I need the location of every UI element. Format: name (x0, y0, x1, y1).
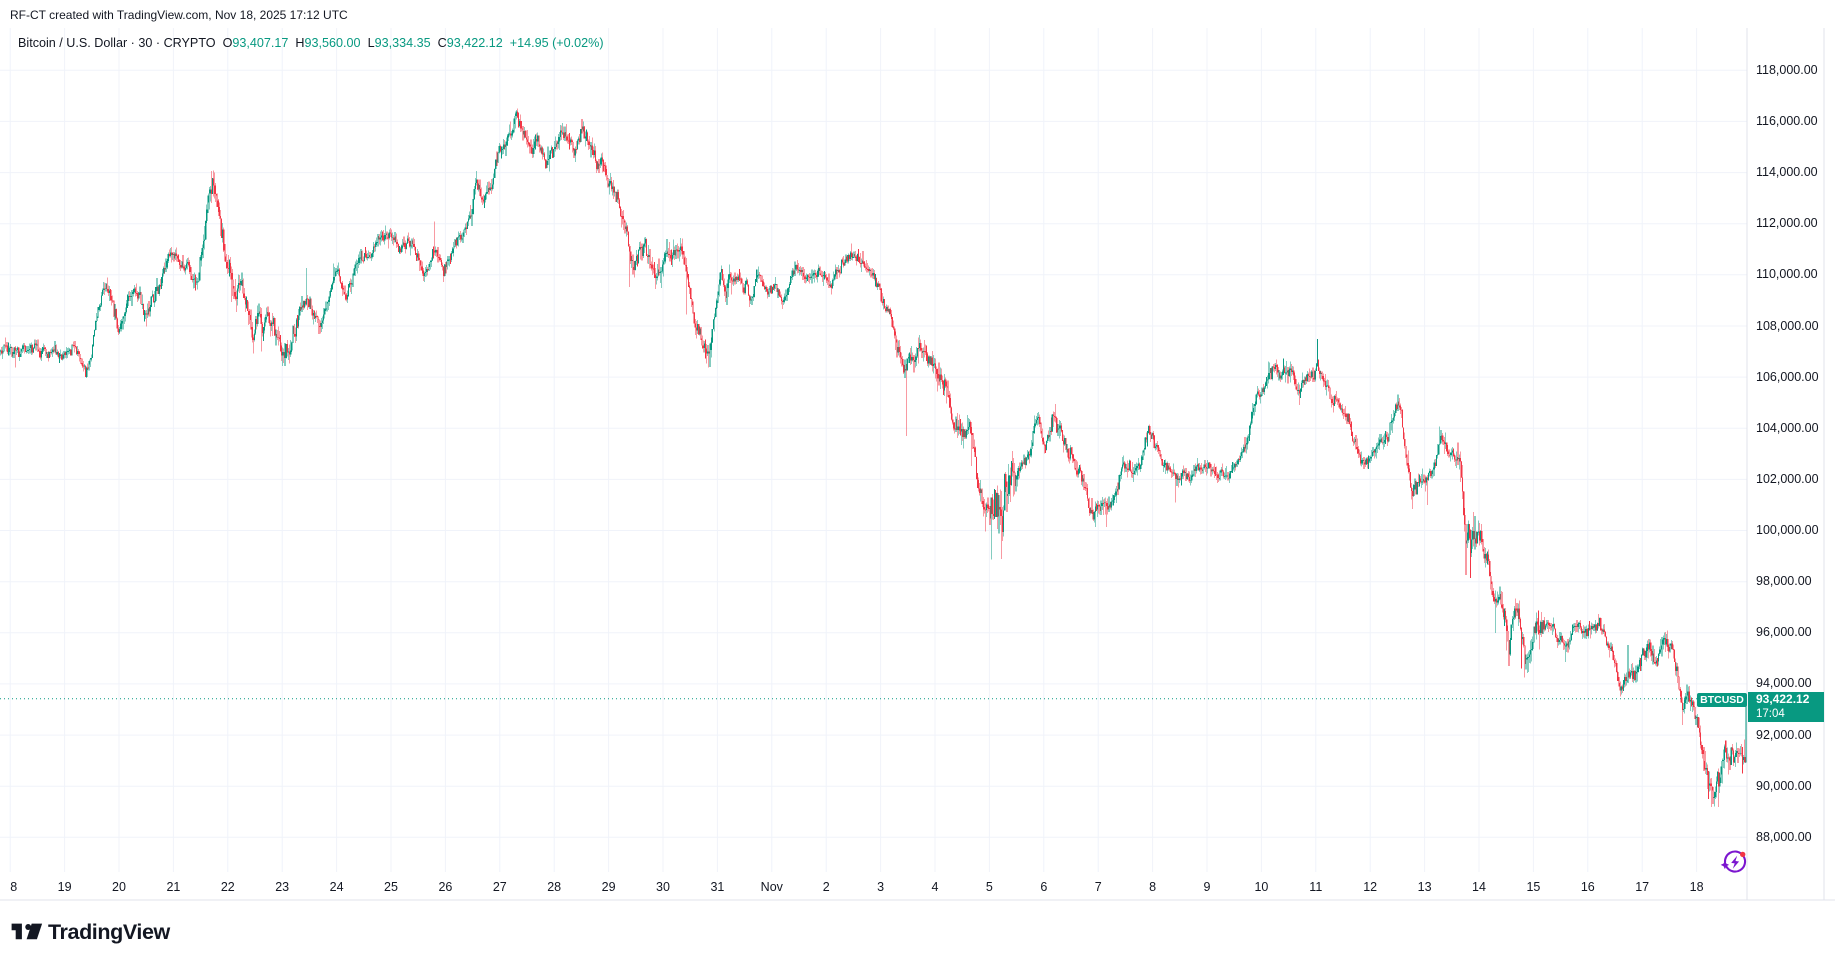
svg-text:TradingView: TradingView (48, 920, 171, 944)
